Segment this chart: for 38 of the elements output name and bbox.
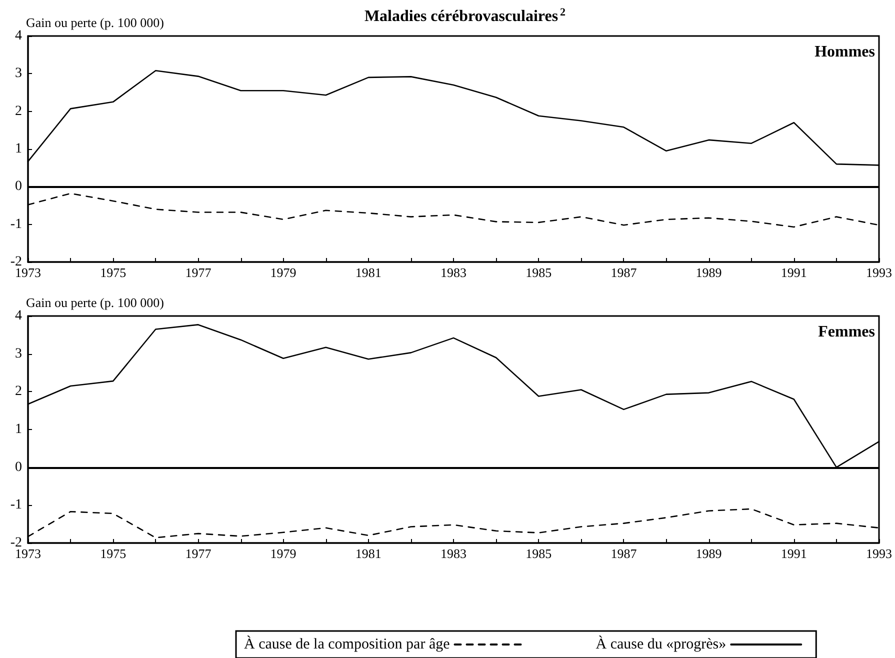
y-tick-label: 4: [15, 308, 22, 324]
x-tick-label: 1979: [270, 265, 296, 280]
x-tick-label: 1977: [185, 265, 212, 280]
x-tick-label: 1981: [355, 546, 382, 561]
annotation: Hommes: [814, 44, 876, 60]
x-tick-label: 1981: [355, 265, 382, 280]
y-axis-title: Gain ou perte (p. 100 000): [26, 295, 164, 310]
legend-label: À cause de la composition par âge: [244, 636, 450, 652]
y-tick-label: 0: [15, 179, 22, 194]
x-tick-label: 1985: [526, 265, 552, 280]
x-tick-label: 1983: [440, 265, 466, 280]
y-axis-title: Gain ou perte (p. 100 000): [26, 15, 164, 30]
x-tick-label: 1989: [696, 546, 722, 561]
y-tick-label: -1: [10, 216, 22, 232]
annotation: Femmes: [818, 324, 875, 340]
x-tick-label: 1975: [100, 265, 126, 280]
y-tick-label: 2: [15, 104, 22, 119]
legend-label: À cause du «progrès»: [596, 636, 726, 652]
y-tick-label: 1: [15, 142, 22, 156]
x-tick-label: 1991: [780, 265, 807, 280]
y-tick-label: 2: [15, 384, 22, 400]
x-tick-label: 1975: [100, 546, 126, 561]
x-tick-label: 1991: [780, 546, 807, 561]
x-tick-label: 1977: [185, 546, 212, 561]
y-tick-label: 4: [15, 28, 22, 44]
x-tick-label: 1987: [610, 265, 638, 280]
x-tick-label: 1983: [440, 546, 466, 561]
y-tick-label: -1: [10, 498, 22, 513]
x-tick-label: 1987: [610, 546, 638, 561]
x-tick-label: 1989: [696, 265, 722, 280]
y-tick-label: 3: [15, 66, 22, 82]
x-tick-label: 1985: [526, 546, 552, 561]
x-tick-label: 1979: [270, 546, 296, 561]
y-tick-label: 3: [15, 346, 22, 362]
y-tick-label: 0: [15, 460, 22, 475]
x-tick-label: 1993: [866, 546, 892, 561]
x-tick-label: 1993: [866, 265, 892, 280]
y-tick-label: 1: [15, 422, 22, 437]
